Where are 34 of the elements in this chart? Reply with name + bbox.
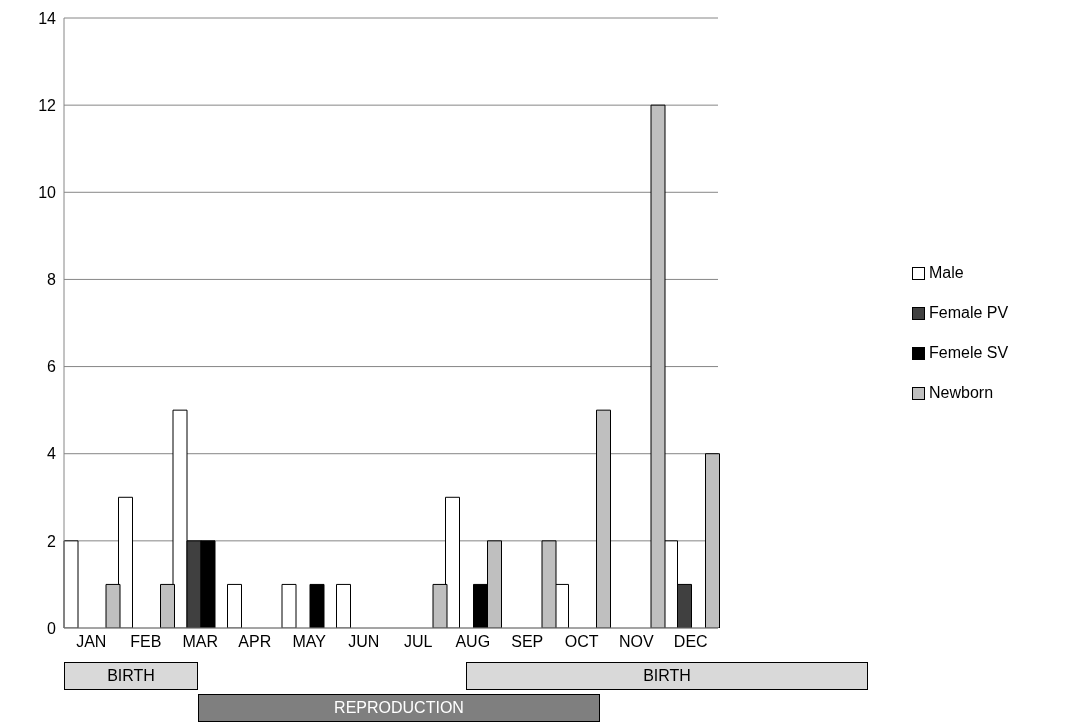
y-tick-label: 0: [47, 619, 57, 637]
x-tick-label: MAY: [292, 633, 327, 651]
bar: [227, 583, 242, 628]
labelled-box: BIRTH: [466, 662, 868, 690]
legend-label: Female PV: [929, 304, 1009, 322]
y-tick-label: 12: [38, 96, 57, 114]
x-tick-label: DEC: [673, 633, 708, 651]
x-tick-label: NOV: [618, 633, 654, 651]
x-tick-label: SEP: [511, 633, 544, 651]
bar: [705, 453, 720, 628]
y-tick-label: 4: [47, 445, 57, 463]
y-tick-label: 2: [47, 532, 57, 550]
y-tick-label: 6: [47, 358, 57, 376]
x-tick-label: JAN: [76, 633, 107, 651]
bar: [309, 583, 325, 628]
x-tick-label: JUL: [404, 633, 433, 651]
legend-label: Newborn: [929, 384, 994, 402]
bar: [281, 583, 297, 628]
x-tick-label: APR: [238, 633, 272, 651]
legend-label: Male: [929, 264, 964, 282]
bar: [336, 583, 351, 628]
bar: [596, 409, 611, 628]
labelled-box: BIRTH: [64, 662, 198, 690]
bar: [63, 540, 79, 628]
x-tick-label: JUN: [348, 633, 380, 651]
x-tick-label: OCT: [564, 633, 599, 651]
x-tick-label: AUG: [455, 633, 491, 651]
legend-label: Femele SV: [929, 344, 1009, 362]
y-tick-label: 10: [38, 183, 57, 201]
x-tick-label: FEB: [130, 633, 162, 651]
labelled-box: REPRODUCTION: [198, 694, 600, 722]
x-tick-label: MAR: [182, 633, 219, 651]
y-tick-label: 14: [38, 9, 57, 27]
y-tick-label: 8: [47, 271, 57, 289]
